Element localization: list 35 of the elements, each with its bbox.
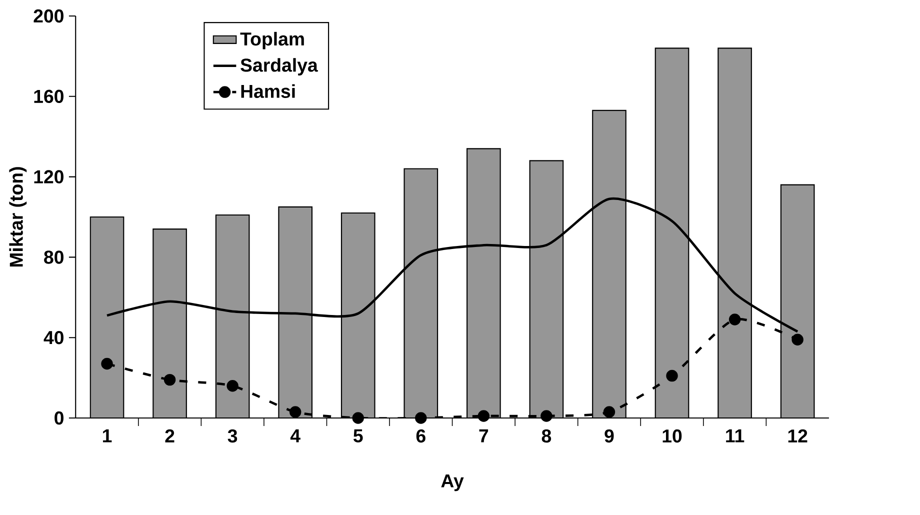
point <box>478 410 490 422</box>
y-tick-label: 40 <box>44 330 64 344</box>
x-tick-label: 6 <box>416 429 426 443</box>
point <box>728 314 741 326</box>
x-tick-label: 1 <box>102 429 112 442</box>
x-tick-label: 9 <box>604 429 614 443</box>
x-tick-label: 4 <box>290 429 300 442</box>
point <box>540 410 552 422</box>
legend-label: Sardalya <box>240 58 318 76</box>
y-tick-label: 0 <box>54 411 64 425</box>
point <box>164 374 176 386</box>
y-tick-label: 200 <box>34 9 64 23</box>
point <box>415 412 427 424</box>
x-tick-label: 10 <box>662 429 682 443</box>
point <box>603 406 616 418</box>
point <box>226 380 238 392</box>
point <box>352 412 364 424</box>
x-axis-title: Ay <box>441 474 464 492</box>
x-tick-label: 5 <box>353 429 363 442</box>
x-tick-label: 12 <box>788 429 808 442</box>
x-tick-label: 7 <box>479 429 488 442</box>
legend-label: Hamsi <box>241 84 295 98</box>
x-tick-label: 11 <box>726 429 744 442</box>
y-tick-label: 80 <box>44 250 64 264</box>
point <box>792 334 804 346</box>
y-tick-label: 120 <box>34 170 64 184</box>
legend-label: Toplam <box>240 32 304 50</box>
point <box>666 370 678 382</box>
x-tick-label: 2 <box>165 429 174 442</box>
x-tick-label: 3 <box>228 429 238 443</box>
y-axis-title: Miktar (ton) <box>9 167 27 267</box>
point <box>101 358 113 370</box>
y-tick-label: 160 <box>34 90 64 104</box>
x-tick-label: 8 <box>542 429 552 443</box>
point <box>289 406 302 418</box>
